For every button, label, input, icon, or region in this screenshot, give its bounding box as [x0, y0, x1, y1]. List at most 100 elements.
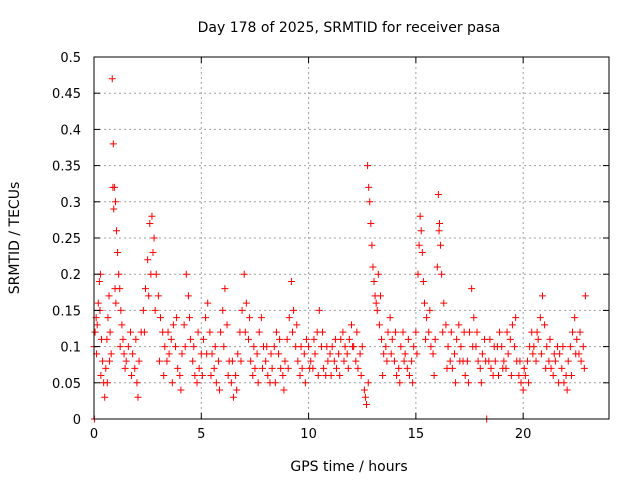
data-point — [376, 292, 384, 300]
data-point — [287, 277, 295, 285]
data-point — [240, 270, 248, 278]
data-point — [163, 357, 171, 365]
data-point — [198, 372, 206, 380]
data-point — [332, 364, 340, 372]
data-point — [250, 343, 258, 351]
data-point — [558, 364, 566, 372]
data-point — [537, 350, 545, 358]
data-point — [364, 162, 372, 170]
axis-ticks: 0 5 10 15 20 0 0.05 0.1 0.15 0.2 0.25 0.3 0.35 0.4 0.4… — [52, 51, 609, 442]
data-point — [255, 328, 263, 336]
data-point — [258, 364, 266, 372]
data-point — [324, 357, 332, 365]
data-point — [549, 372, 557, 380]
data-point — [500, 357, 508, 365]
data-point — [311, 350, 319, 358]
data-point — [383, 357, 391, 365]
data-point — [339, 328, 347, 336]
data-point — [446, 357, 454, 365]
data-point — [167, 335, 175, 343]
data-point — [211, 343, 219, 351]
data-point — [229, 393, 237, 401]
data-point — [144, 256, 152, 264]
data-point — [506, 335, 514, 343]
data-point — [178, 350, 186, 358]
data-point — [399, 328, 407, 336]
data-point — [414, 270, 422, 278]
data-point — [541, 321, 549, 329]
data-point — [576, 328, 584, 336]
data-point — [155, 357, 163, 365]
data-point — [176, 372, 184, 380]
data-point — [245, 335, 252, 343]
data-point — [279, 372, 287, 380]
data-point — [288, 328, 296, 336]
data-point — [491, 357, 499, 365]
data-point — [499, 364, 507, 372]
data-point — [431, 335, 439, 343]
data-point — [305, 343, 313, 351]
data-point — [375, 321, 383, 329]
data-point — [523, 357, 531, 365]
grid-lines — [94, 57, 609, 419]
data-point — [433, 263, 441, 271]
data-point — [412, 328, 420, 336]
data-point — [533, 328, 541, 336]
data-point — [369, 263, 377, 271]
data-point — [326, 350, 334, 358]
data-point — [507, 372, 515, 380]
data-point — [532, 357, 540, 365]
data-point — [232, 372, 240, 380]
data-point — [435, 227, 443, 235]
data-point — [358, 343, 366, 351]
data-point — [330, 357, 338, 365]
data-point — [190, 343, 198, 351]
data-point — [249, 372, 257, 380]
data-point — [457, 343, 465, 351]
data-point — [111, 285, 119, 293]
data-point — [271, 379, 279, 387]
data-point — [193, 379, 201, 387]
data-point — [118, 321, 126, 329]
data-point — [139, 306, 147, 314]
data-point — [365, 183, 373, 191]
data-point — [109, 140, 117, 148]
data-point — [99, 357, 107, 365]
data-point — [349, 343, 357, 351]
data-point — [341, 343, 349, 351]
data-point — [404, 335, 412, 343]
data-point — [310, 335, 318, 343]
y-tick-label: 0.25 — [52, 232, 81, 247]
x-axis-label: GPS time / hours — [290, 459, 407, 475]
plot-frame — [93, 56, 610, 420]
data-point — [435, 220, 443, 228]
data-point — [364, 379, 372, 387]
data-point — [223, 321, 231, 329]
data-point — [128, 372, 136, 380]
data-point — [206, 328, 214, 336]
data-point — [396, 379, 404, 387]
data-point — [102, 364, 110, 372]
data-point — [361, 393, 369, 401]
y-tick-label: 0 — [73, 413, 81, 428]
data-point — [140, 328, 148, 336]
y-tick-label: 0.45 — [52, 87, 81, 102]
data-point — [133, 379, 141, 387]
data-point — [555, 379, 563, 387]
data-point — [395, 364, 403, 372]
data-point — [115, 270, 123, 278]
data-point — [103, 335, 111, 343]
data-point — [251, 364, 259, 372]
data-point — [391, 328, 399, 336]
data-point — [563, 386, 571, 394]
data-point — [154, 292, 162, 300]
data-point — [262, 357, 270, 365]
data-point — [253, 350, 261, 358]
data-point — [120, 350, 128, 358]
data-point — [538, 292, 546, 300]
data-point — [413, 350, 421, 358]
data-point — [409, 379, 417, 387]
y-tick-label: 0.05 — [52, 377, 81, 392]
data-point — [103, 379, 111, 387]
